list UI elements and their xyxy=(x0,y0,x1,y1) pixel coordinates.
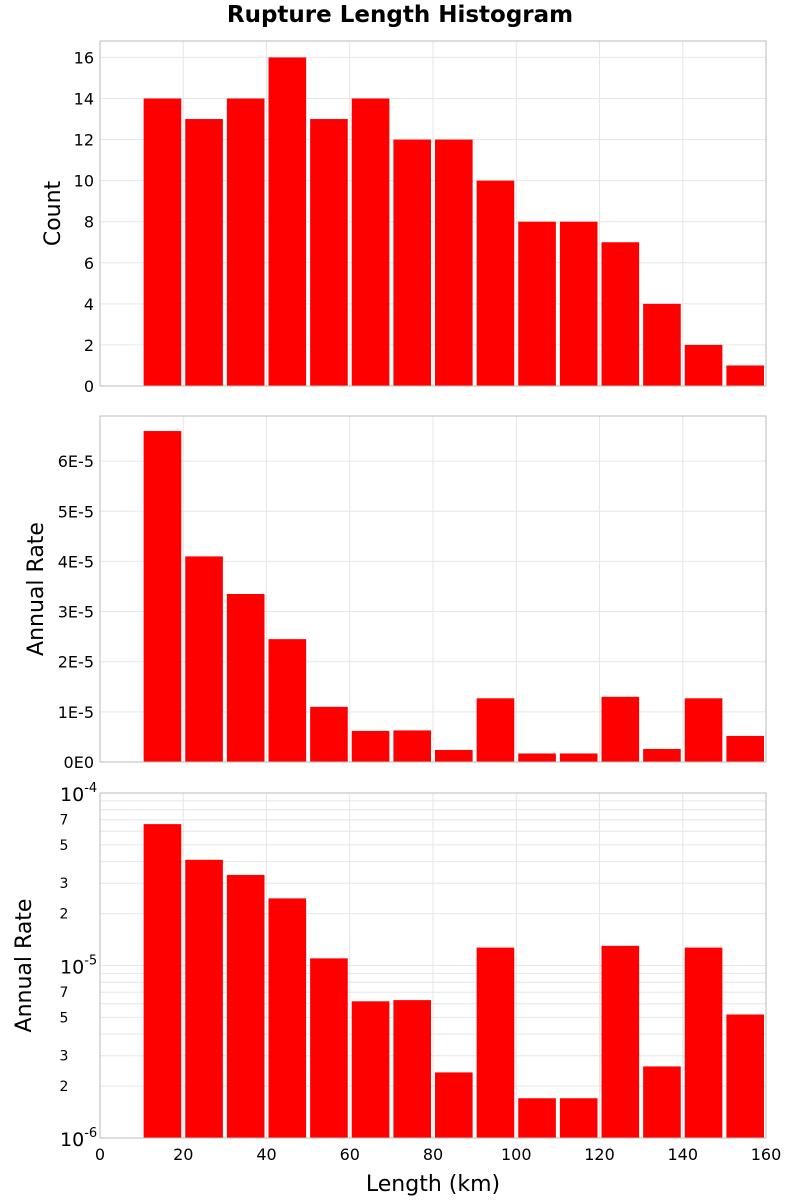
y-axis-label: Annual Rate xyxy=(12,899,37,1033)
y-minor-tick-label: 3 xyxy=(60,1049,69,1065)
bar xyxy=(268,57,307,387)
bar xyxy=(643,303,681,386)
bar xyxy=(643,1066,681,1138)
y-tick-label: 2E-5 xyxy=(58,653,94,672)
bar xyxy=(351,98,390,386)
y-tick-label: 6 xyxy=(84,254,94,273)
x-tick-label: 80 xyxy=(423,1145,443,1164)
bar xyxy=(726,365,764,386)
bar xyxy=(435,139,473,386)
y-minor-tick-label: 3 xyxy=(60,876,69,892)
bar xyxy=(268,639,307,762)
bar xyxy=(310,119,348,387)
bar xyxy=(518,1098,556,1138)
y-axis-label: Count xyxy=(41,180,66,246)
x-tick-label: 100 xyxy=(501,1145,532,1164)
bar xyxy=(268,898,307,1138)
bar xyxy=(226,98,265,386)
y-tick-label: 4E-5 xyxy=(58,552,94,571)
y-tick-label: 10-6 xyxy=(60,1126,97,1151)
bar xyxy=(185,556,223,762)
bar xyxy=(518,221,556,386)
bar xyxy=(185,859,223,1138)
y-tick-label: 14 xyxy=(74,90,94,109)
bar xyxy=(351,1001,390,1138)
bar xyxy=(393,730,431,762)
y-tick-label: 8 xyxy=(84,213,94,232)
y-tick-label: 12 xyxy=(74,131,94,150)
y-minor-tick-label: 7 xyxy=(60,985,69,1001)
y-axis-label: Annual Rate xyxy=(24,522,49,656)
bar xyxy=(726,1014,764,1138)
y-tick-label: 16 xyxy=(74,48,94,67)
y-tick-label: 10-4 xyxy=(60,781,97,806)
y-tick-label: 1E-5 xyxy=(58,703,94,722)
bar xyxy=(559,753,598,762)
bar xyxy=(643,748,681,762)
bar xyxy=(559,1098,598,1138)
bar xyxy=(143,431,182,762)
y-minor-tick-label: 5 xyxy=(60,838,69,854)
bar xyxy=(559,221,598,386)
bar xyxy=(726,735,764,762)
bar xyxy=(393,139,431,386)
bar xyxy=(476,180,515,386)
bar xyxy=(684,344,723,386)
chart-title: Rupture Length Histogram xyxy=(226,2,574,28)
y-tick-label: 0E0 xyxy=(64,753,94,772)
bar xyxy=(476,698,515,762)
y-tick-label: 6E-5 xyxy=(58,452,94,471)
y-tick-label: 10-5 xyxy=(60,954,97,979)
bar xyxy=(684,698,723,762)
plot-frame xyxy=(99,792,767,1139)
x-axis-label: Length (km) xyxy=(366,1172,500,1197)
y-minor-tick-label: 7 xyxy=(60,813,69,829)
bar xyxy=(435,1072,473,1138)
bar xyxy=(601,696,640,762)
y-minor-tick-label: 2 xyxy=(60,1079,69,1095)
x-tick-label: 140 xyxy=(667,1145,698,1164)
y-tick-label: 5E-5 xyxy=(58,502,94,521)
x-tick-label: 20 xyxy=(173,1145,193,1164)
x-tick-label: 40 xyxy=(256,1145,276,1164)
bar xyxy=(310,706,348,762)
bar xyxy=(185,119,223,387)
bar xyxy=(601,242,640,386)
bar xyxy=(601,945,640,1138)
bar xyxy=(476,947,515,1138)
y-tick-label: 4 xyxy=(84,295,94,314)
y-tick-label: 3E-5 xyxy=(58,603,94,622)
bar xyxy=(393,1000,431,1138)
x-tick-label: 160 xyxy=(751,1145,782,1164)
bar xyxy=(226,594,265,762)
y-minor-tick-label: 2 xyxy=(60,907,69,923)
x-tick-label: 60 xyxy=(340,1145,360,1164)
bar xyxy=(518,753,556,762)
bar xyxy=(226,874,265,1138)
y-tick-label: 10 xyxy=(74,172,94,191)
x-tick-label: 0 xyxy=(95,1145,105,1164)
bar xyxy=(684,947,723,1138)
plot-frame xyxy=(99,40,767,387)
x-tick-label: 120 xyxy=(584,1145,615,1164)
bar xyxy=(143,824,182,1138)
plot-frame xyxy=(99,415,767,763)
y-tick-label: 2 xyxy=(84,336,94,355)
y-minor-tick-label: 5 xyxy=(60,1010,69,1026)
bar xyxy=(435,749,473,762)
bar xyxy=(351,730,390,762)
y-tick-label: 0 xyxy=(84,377,94,396)
bar xyxy=(310,958,348,1138)
bar xyxy=(143,98,182,386)
